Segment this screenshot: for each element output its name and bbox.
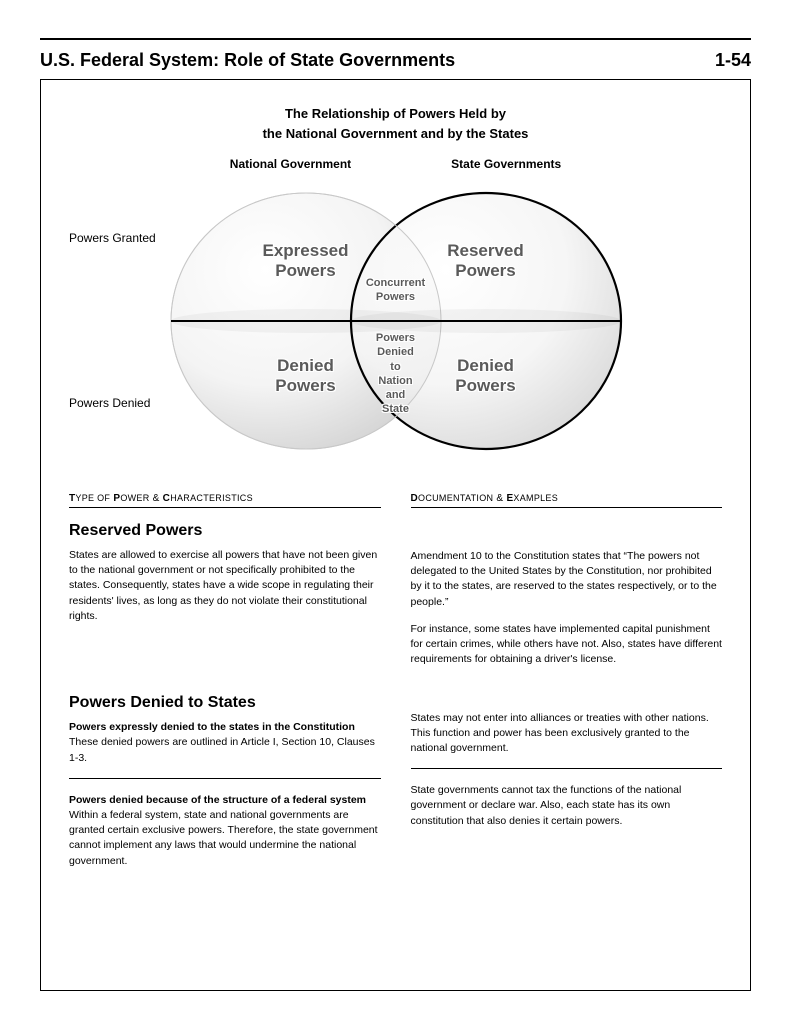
page-header: U.S. Federal System: Role of State Gover…: [40, 50, 751, 71]
denied-sub1: Powers expressly denied to the states in…: [69, 720, 381, 766]
reserved-right-2: For instance, some states have implement…: [411, 622, 723, 668]
separator-left: [69, 778, 381, 779]
section-title-denied: Powers Denied to States: [69, 694, 381, 712]
page-number: 1-54: [715, 50, 751, 71]
side-label-granted: Powers Granted: [69, 231, 156, 245]
right-column-head: DOCUMENTATION & EXAMPLES: [411, 493, 723, 508]
top-rule: [40, 38, 751, 40]
denied-sub2-body: Within a federal system, state and natio…: [69, 809, 378, 867]
label-denied-left: DeniedPowers: [246, 356, 366, 397]
denied-sub1-bold: Powers expressly denied to the states in…: [69, 721, 355, 733]
label-denied-both: PowersDeniedtoNationandState: [351, 331, 441, 417]
denied-sub2-right: State governments cannot tax the functio…: [411, 783, 723, 829]
body-columns: TYPE OF POWER & CHARACTERISTICS Reserved…: [69, 493, 722, 881]
venn-diagram: Powers Granted Powers Denied: [69, 181, 722, 471]
section-title-reserved: Reserved Powers: [69, 522, 381, 540]
denied-sub1-right: States may not enter into alliances or t…: [411, 711, 723, 757]
page-title: U.S. Federal System: Role of State Gover…: [40, 50, 455, 71]
venn-svg: [156, 181, 636, 471]
denied-sub2: Powers denied because of the structure o…: [69, 793, 381, 869]
content-frame: The Relationship of Powers Held by the N…: [40, 79, 751, 991]
diagram-title-line2: the National Government and by the State…: [69, 124, 722, 144]
label-expressed-powers: ExpressedPowers: [246, 241, 366, 282]
separator-right: [411, 768, 723, 769]
reserved-right-1: Amendment 10 to the Constitution states …: [411, 549, 723, 610]
side-label-denied: Powers Denied: [69, 396, 150, 410]
col-header-national: National Government: [230, 157, 351, 171]
right-column: DOCUMENTATION & EXAMPLES Amendment 10 to…: [411, 493, 723, 881]
left-column-head: TYPE OF POWER & CHARACTERISTICS: [69, 493, 381, 508]
label-denied-right: DeniedPowers: [426, 356, 546, 397]
label-reserved-powers: ReservedPowers: [426, 241, 546, 282]
diagram-title: The Relationship of Powers Held by the N…: [69, 104, 722, 143]
reserved-left-body: States are allowed to exercise all power…: [69, 548, 381, 624]
diagram-column-headers: National Government State Governments: [69, 157, 722, 171]
label-concurrent-powers: ConcurrentPowers: [351, 276, 441, 305]
denied-sub2-bold: Powers denied because of the structure o…: [69, 794, 366, 806]
left-column: TYPE OF POWER & CHARACTERISTICS Reserved…: [69, 493, 381, 881]
diagram-title-line1: The Relationship of Powers Held by: [69, 104, 722, 124]
col-header-state: State Governments: [451, 157, 561, 171]
denied-sub1-body: These denied powers are outlined in Arti…: [69, 736, 375, 763]
